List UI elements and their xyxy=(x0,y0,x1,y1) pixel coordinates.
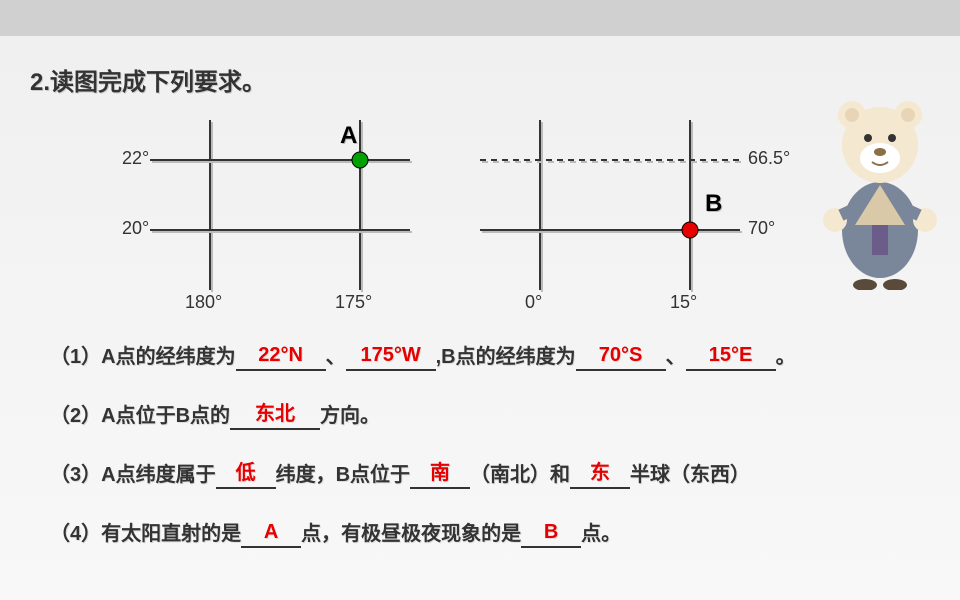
question-1: （1）A点的经纬度为 22°N 、 175°W ,B点的经纬度为 70°S 、 15°E 。 xyxy=(50,340,910,371)
axis-label: 15° xyxy=(670,292,697,313)
q4-blank2: B xyxy=(521,523,581,548)
axis-label: 0° xyxy=(525,292,542,313)
grid-a: 22°20°180°175°A xyxy=(130,120,410,320)
q1-ans3: 70°S xyxy=(599,344,643,366)
q1-blank1: 22°N xyxy=(236,346,326,371)
q4-ans2: B xyxy=(544,521,558,543)
axis-label: 66.5° xyxy=(748,148,790,169)
q4-ans1: A xyxy=(264,521,278,543)
q3-ans2: 南 xyxy=(430,462,450,484)
q1-mid2: ,B点的经纬度为 xyxy=(436,346,576,368)
q4-mid1: 点，有极昼极夜现象的是 xyxy=(301,523,521,545)
q1-ans2: 175°W xyxy=(360,344,420,366)
question-title: 2.读图完成下列要求。 xyxy=(30,62,266,97)
axis-label: 22° xyxy=(122,148,149,169)
q1-pre: （1）A点的经纬度为 xyxy=(50,346,236,368)
q3-end: 半球（东西） xyxy=(630,464,750,486)
q3-blank3: 东 xyxy=(570,458,630,489)
axis-label: 175° xyxy=(335,292,372,313)
q1-ans1: 22°N xyxy=(258,344,303,366)
q1-end: 。 xyxy=(776,346,796,368)
point-label-b: B xyxy=(705,190,722,218)
q3-mid1: 纬度，B点位于 xyxy=(276,464,410,486)
axis-label: 20° xyxy=(122,218,149,239)
q3-mid2: （南北）和 xyxy=(470,464,570,486)
bear-icon xyxy=(810,90,950,290)
q1-blank4: 15°E xyxy=(686,346,776,371)
q2-blank1: 东北 xyxy=(230,399,320,430)
q1-ans4: 15°E xyxy=(709,344,753,366)
question-4: （4）有太阳直射的是 A 点，有极昼极夜现象的是 B 点。 xyxy=(50,517,910,548)
q1-mid3: 、 xyxy=(666,346,686,368)
q2-pre: （2）A点位于B点的 xyxy=(50,405,230,427)
q3-blank1: 低 xyxy=(216,458,276,489)
point-label-a: A xyxy=(340,122,357,150)
q1-blank3: 70°S xyxy=(576,346,666,371)
grid-b: 66.5°70°0°15°B xyxy=(480,120,760,320)
axis-label: 70° xyxy=(748,218,775,239)
q4-pre: （4）有太阳直射的是 xyxy=(50,523,241,545)
questions-block: （1）A点的经纬度为 22°N 、 175°W ,B点的经纬度为 70°S 、 15°E 。 （… xyxy=(50,340,910,576)
q3-blank2: 南 xyxy=(410,458,470,489)
q3-pre: （3）A点纬度属于 xyxy=(50,464,216,486)
q2-ans1: 东北 xyxy=(255,403,295,425)
q2-end: 方向。 xyxy=(320,405,380,427)
q4-blank1: A xyxy=(241,523,301,548)
bear-character xyxy=(810,90,950,290)
q1-blank2: 175°W xyxy=(346,346,436,371)
q4-end: 点。 xyxy=(581,523,621,545)
q3-ans3: 东 xyxy=(590,462,610,484)
question-2: （2）A点位于B点的 东北 方向。 xyxy=(50,399,910,430)
axis-label: 180° xyxy=(185,292,222,313)
q1-mid1: 、 xyxy=(326,346,346,368)
q3-ans1: 低 xyxy=(236,462,256,484)
question-3: （3）A点纬度属于低纬度，B点位于南 （南北）和东半球（东西） xyxy=(50,458,910,489)
